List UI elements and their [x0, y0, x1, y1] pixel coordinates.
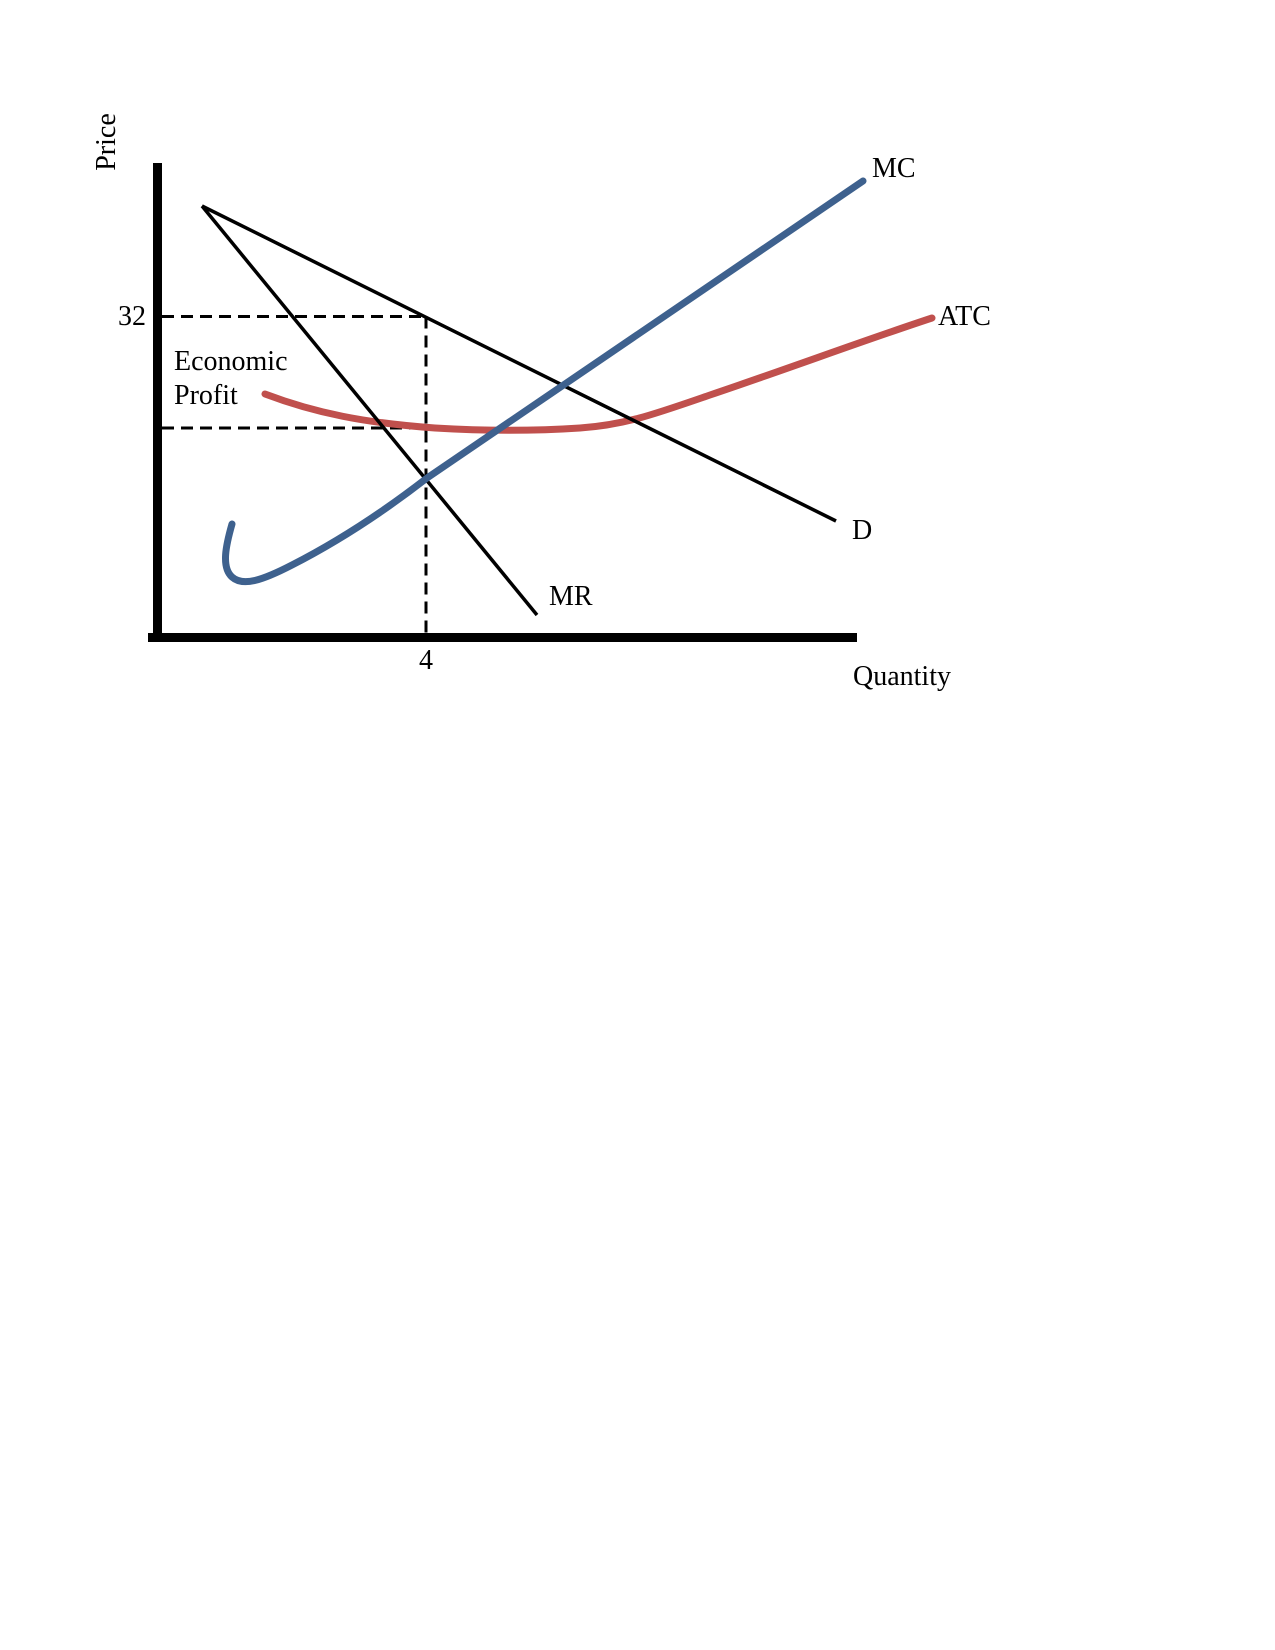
demand-line [201, 204, 837, 523]
atc-curve [261, 314, 936, 434]
price-axis-label: Price [91, 113, 122, 171]
quantity-axis-label: Quantity [853, 661, 951, 692]
mr-line [200, 204, 539, 617]
mc-curve [222, 177, 867, 586]
quantity-tick-4: 4 [419, 645, 433, 676]
price-tick-32: 32 [118, 301, 146, 332]
mc-label: MC [872, 153, 916, 184]
mr-label: MR [549, 581, 593, 612]
economic-profit-label: Economic Profit [174, 346, 288, 411]
atc-label: ATC [938, 301, 991, 332]
demand-label: D [852, 515, 873, 546]
